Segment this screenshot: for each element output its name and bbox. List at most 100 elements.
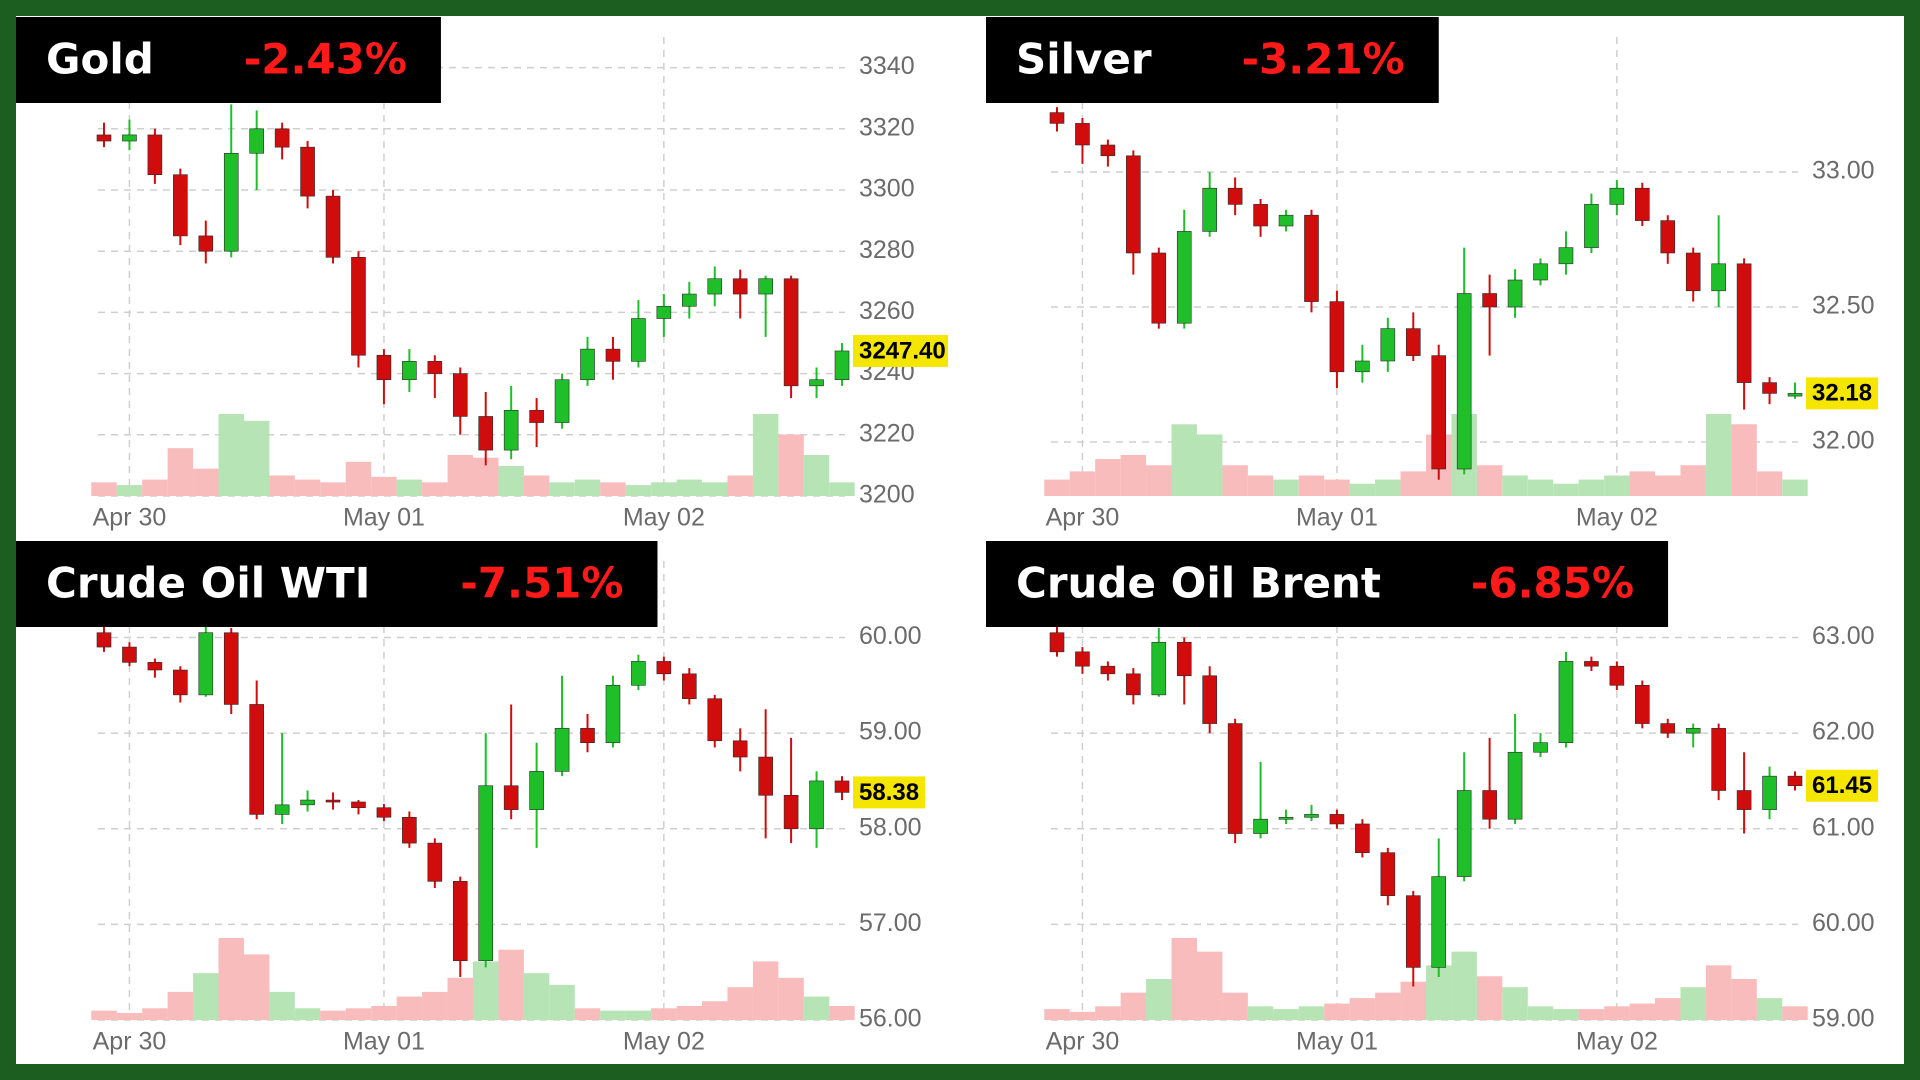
- candle-body: [223, 632, 239, 705]
- volume-bar: [142, 1008, 168, 1020]
- candle-body: [198, 235, 214, 252]
- x-tick-label: May 01: [343, 504, 425, 532]
- volume-bar: [243, 954, 270, 1020]
- title-box: [986, 541, 1669, 627]
- x-tick-label: May 02: [1576, 504, 1658, 532]
- volume-bar: [422, 482, 448, 496]
- candle-body: [1533, 742, 1548, 753]
- y-tick-label: 56.00: [859, 1005, 922, 1033]
- candle-body: [809, 379, 824, 387]
- volume-bar: [116, 485, 143, 496]
- last-price-label: 58.38: [859, 779, 919, 806]
- volume-bar: [1578, 1009, 1605, 1020]
- x-tick-label: Apr 30: [93, 1028, 167, 1056]
- candle-body: [631, 318, 646, 362]
- y-tick-label: 63.00: [1812, 622, 1875, 650]
- candle-body: [122, 134, 137, 142]
- candle-body: [1253, 204, 1268, 227]
- x-tick-label: May 02: [1576, 1028, 1658, 1056]
- frame: [16, 16, 1904, 1064]
- candle-body: [809, 780, 824, 830]
- candle-body: [478, 416, 494, 451]
- chart-title: Crude Oil Brent: [1016, 559, 1381, 608]
- candle-body: [427, 842, 443, 882]
- chart-panel: 56.00 57.00 58.00 59.00 60.00 Apr 30 May 01 May…: [16, 541, 926, 1056]
- candle-body: [1685, 252, 1701, 292]
- candle-body: [682, 673, 697, 699]
- volume-bar: [1782, 479, 1808, 496]
- y-tick-label: 3220: [859, 419, 915, 447]
- candle-body: [1100, 144, 1116, 157]
- y-tick-label: 57.00: [859, 909, 922, 937]
- volume-bar: [294, 1008, 321, 1020]
- candle-body: [1584, 204, 1599, 248]
- volume-bar: [1044, 479, 1070, 496]
- candle-body: [1049, 112, 1065, 124]
- y-tick-label: 3300: [859, 175, 915, 203]
- volume-bar: [167, 991, 194, 1020]
- candle-body: [503, 410, 519, 451]
- last-price-box: [853, 776, 926, 809]
- volume-bar: [193, 973, 219, 1020]
- y-tick-label: 3280: [859, 236, 915, 264]
- candle-body: [351, 801, 366, 809]
- x-tick-label: May 01: [1296, 1028, 1378, 1056]
- candle-body: [1227, 723, 1243, 834]
- volume-bar: [91, 1010, 117, 1020]
- candle-body: [223, 152, 239, 252]
- candle-body: [656, 305, 672, 319]
- candle-body: [1176, 641, 1192, 677]
- volume-bar: [676, 479, 703, 496]
- candle-body: [478, 785, 494, 962]
- candle-body: [783, 794, 799, 830]
- last-price-label: 3247.40: [859, 337, 946, 364]
- volume-bar: [1502, 475, 1528, 496]
- candle-body: [1456, 790, 1472, 877]
- volume-bar: [1629, 471, 1656, 496]
- candle-body: [147, 662, 163, 671]
- volume-bar: [1553, 483, 1579, 496]
- last-price-label: 61.45: [1812, 772, 1872, 799]
- candle-body: [1304, 814, 1319, 818]
- candle-body: [452, 881, 468, 962]
- y-tick-label: 62.00: [1812, 718, 1875, 746]
- volume-bar: [1604, 475, 1630, 496]
- change-label: -3.21%: [1242, 35, 1405, 84]
- candle-body: [1482, 790, 1497, 820]
- volume-bar: [1476, 976, 1503, 1020]
- volume-bar: [1273, 479, 1299, 496]
- candle-body: [1736, 263, 1752, 383]
- volume-bar: [1146, 979, 1172, 1020]
- x-tick-label: Apr 30: [1046, 1028, 1120, 1056]
- volume-bar: [345, 1008, 372, 1020]
- candle-body: [1660, 723, 1676, 734]
- candle-body: [1355, 360, 1370, 373]
- chart-panel: 32.00 32.50 33.00 Apr 30 May 01 May 02 32.18 Si…: [986, 17, 1879, 532]
- volume-bar: [1146, 465, 1172, 496]
- candle-body: [580, 728, 595, 743]
- volume-bar: [396, 479, 423, 496]
- volume-bar: [1069, 471, 1096, 496]
- candle-body: [1075, 123, 1090, 146]
- volume-bar: [1731, 424, 1757, 496]
- y-tick-label: 3200: [859, 481, 915, 509]
- volume-bar: [752, 961, 779, 1020]
- candle-body: [1558, 661, 1574, 743]
- volume-bar: [1680, 465, 1706, 496]
- volume-bar: [1095, 459, 1121, 496]
- candle-body: [1431, 876, 1447, 968]
- volume-bar: [1527, 1006, 1554, 1020]
- volume-bar: [447, 455, 473, 496]
- volume-bar: [1375, 479, 1401, 496]
- last-price-label: 32.18: [1812, 380, 1872, 407]
- volume-bar: [1349, 483, 1376, 496]
- volume-bar: [574, 479, 601, 496]
- candle-body: [1558, 247, 1574, 265]
- volume-bar: [1222, 465, 1248, 496]
- volume-bar: [498, 949, 524, 1020]
- volume-bar: [1120, 992, 1147, 1020]
- candle-body: [1533, 263, 1548, 281]
- candle-body: [554, 379, 570, 423]
- volume-bar: [1527, 479, 1554, 496]
